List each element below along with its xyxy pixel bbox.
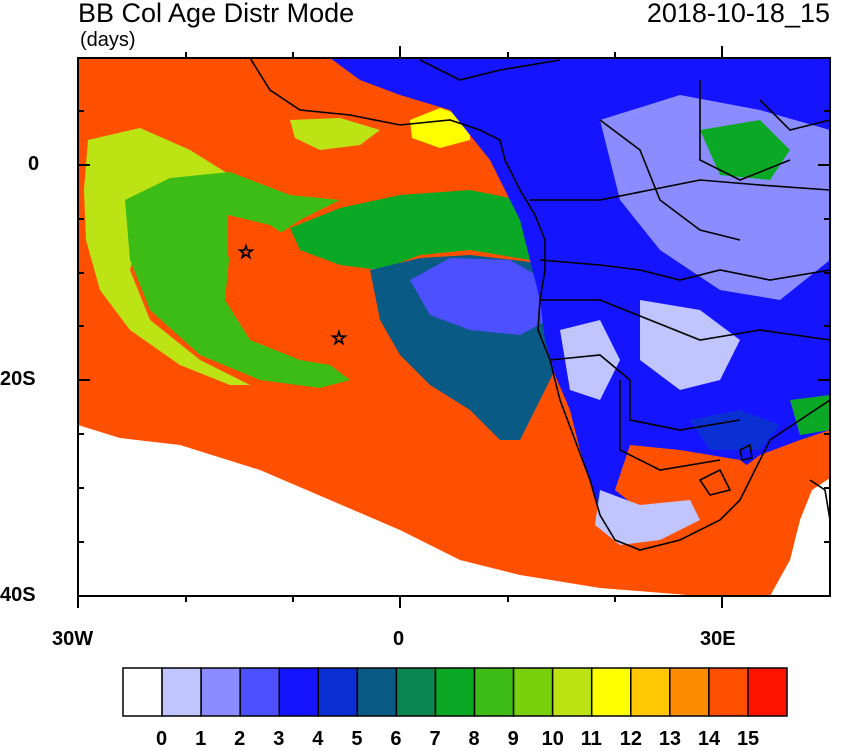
colorbar-swatch [434,667,476,717]
continent-green-east [790,395,830,435]
colorbar-label: 1 [195,728,207,750]
south-africa-red [615,445,760,510]
colorbar-swatch [200,667,241,717]
colorbar-swatch [239,667,280,717]
colorbar-swatch [512,667,554,717]
colorbar-swatch [473,667,515,717]
axis-ticks [77,46,830,608]
plume-green [125,172,350,388]
lat-label-20s: 20S [0,368,36,390]
colorbar-label: 3 [273,728,285,750]
colorbar-label: 2 [234,728,246,750]
lat-label-0: 0 [28,153,40,175]
colorbar-swatch [161,667,202,717]
coastlines [249,58,830,551]
colorbar-label: 15 [736,728,760,750]
no-smoke-region [78,425,700,596]
map-units: (days) [80,29,136,51]
map-title: BB Col Age Distr Mode [78,0,355,28]
plume-dark-green [290,190,570,270]
south-africa-pale [595,490,700,545]
continent-dark-blue [690,410,780,450]
lon-label-30w: 30W [52,628,94,650]
plume-yellow-green-2 [290,118,380,150]
colorbar-swatch [630,667,671,717]
colorbar-label: 12 [619,728,642,750]
continent-green-patch [700,120,790,180]
colorbar-swatch [551,667,593,717]
colorbar-swatch [708,667,749,717]
plot-area: ☆ ☆ [78,58,830,596]
lon-label-30e: 30E [700,628,736,650]
plume-yellow [410,108,470,148]
continent-pale-blue [640,300,740,390]
colorbar-label: 6 [390,728,402,750]
colorbar-label: 10 [541,728,564,750]
colorbar-swatch [317,667,359,717]
colorbar-label: 14 [697,728,721,750]
plume-core-old [228,215,390,345]
lat-label-40s: 40S [0,584,36,606]
plume-blue [410,258,548,335]
colorbar-swatch [669,667,710,717]
colorbar-label: 4 [312,728,324,750]
colorbar-swatch [356,667,398,717]
colorbar-swatch [278,667,320,717]
colorbar-label: 5 [351,728,363,750]
no-smoke-region-east [770,478,830,596]
star-marker-1: ☆ [238,242,254,263]
colorbar-swatch [747,667,788,717]
colorbar-label: 8 [468,728,480,750]
lon-label-0: 0 [393,628,405,650]
colorbar-swatch [122,667,163,717]
colorbar [122,667,788,717]
map-datetime: 2018-10-18_15 [646,0,830,28]
colorbar-label: 7 [429,728,441,750]
colorbar-label: 11 [580,728,602,750]
colorbar-swatch [590,667,632,717]
colorbar-label: 0 [156,728,168,750]
colorbar-swatch [395,667,437,717]
star-marker-2: ☆ [331,328,347,349]
continent-pale-blue-2 [560,320,620,400]
colorbar-label: 9 [507,728,519,750]
colorbar-label: 13 [658,728,682,750]
